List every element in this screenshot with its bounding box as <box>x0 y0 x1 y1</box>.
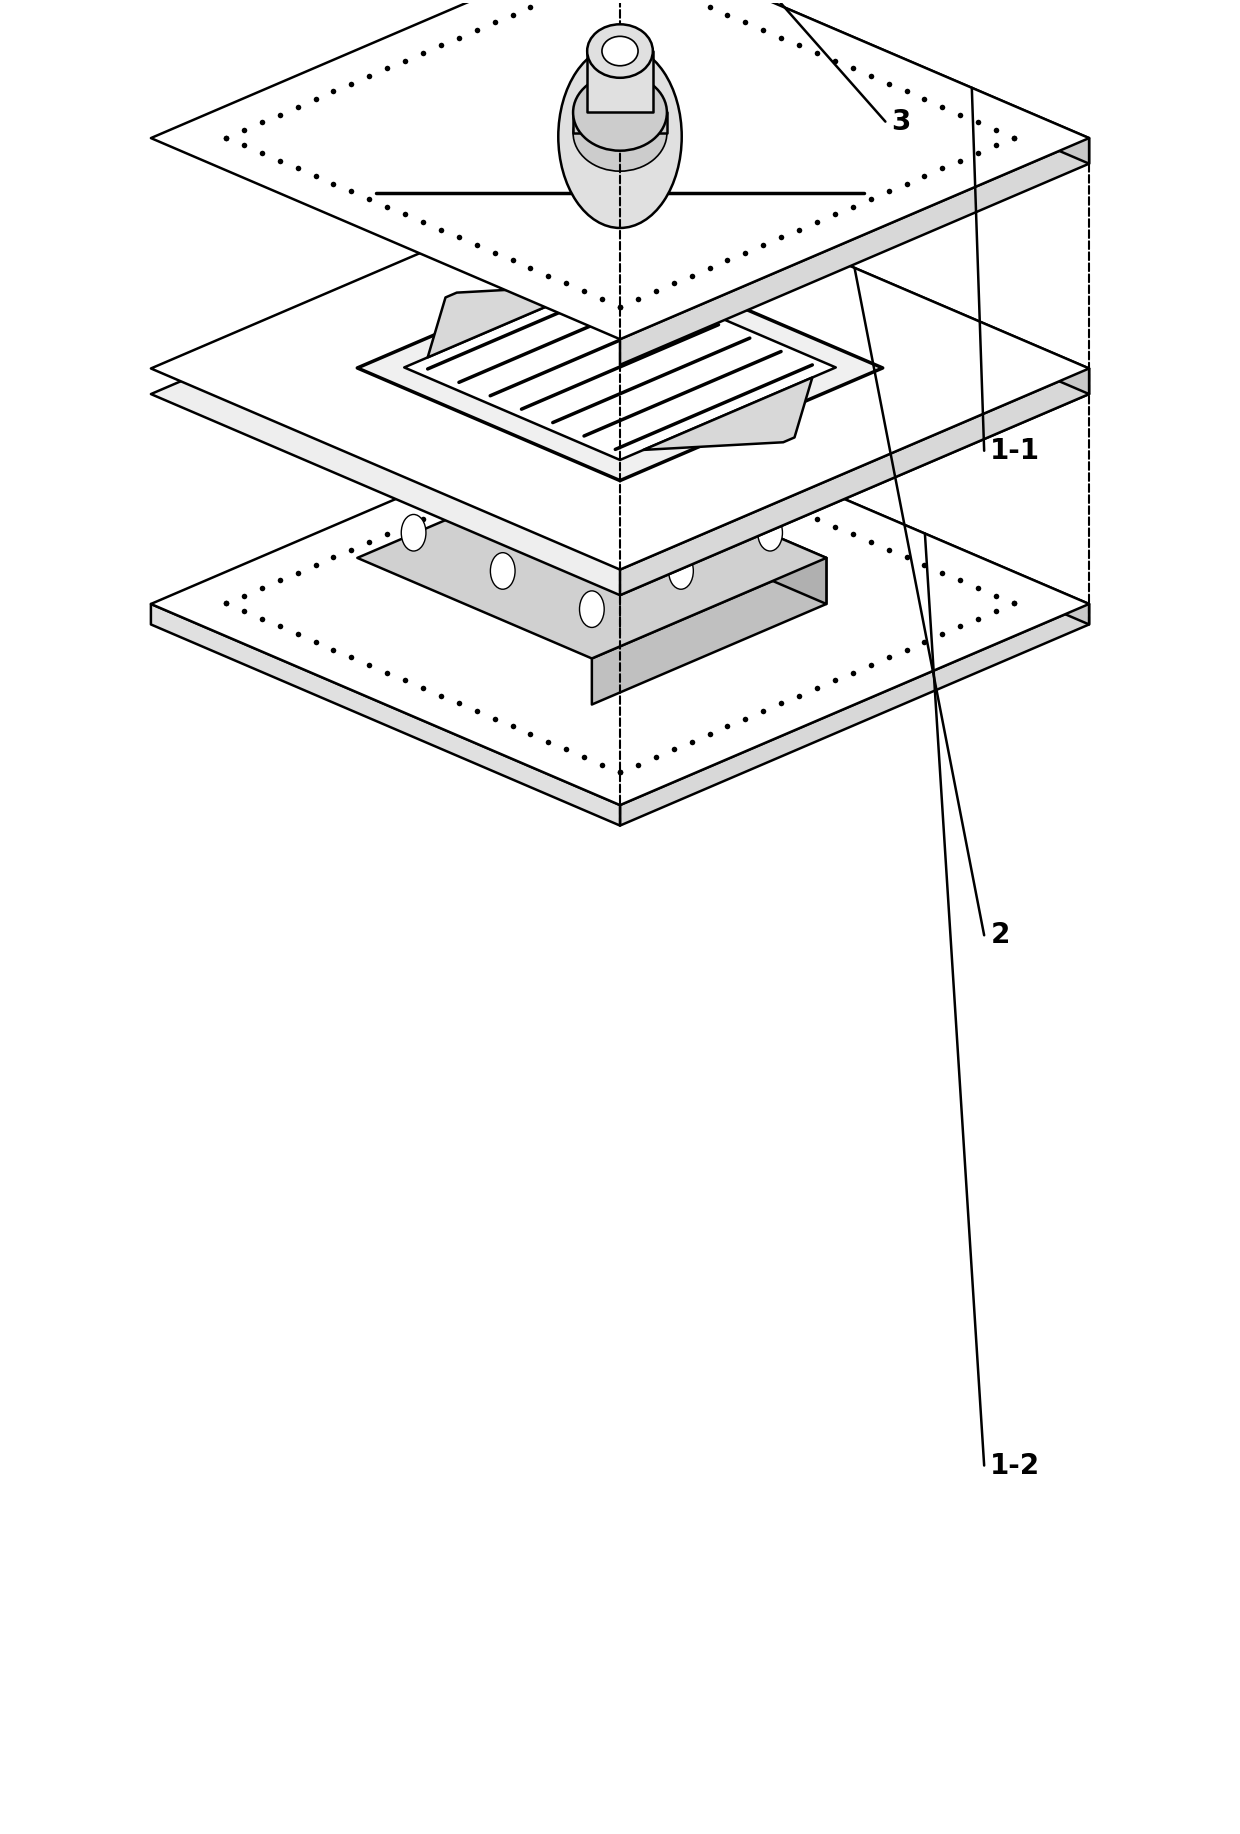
Polygon shape <box>620 138 1089 365</box>
Circle shape <box>668 552 693 589</box>
Ellipse shape <box>588 24 652 77</box>
Circle shape <box>573 70 667 207</box>
Polygon shape <box>620 369 1089 596</box>
Circle shape <box>668 477 693 514</box>
Polygon shape <box>357 457 826 658</box>
Polygon shape <box>591 558 826 704</box>
Polygon shape <box>357 255 883 481</box>
Text: 1-2: 1-2 <box>991 1451 1040 1480</box>
Polygon shape <box>620 403 1089 624</box>
Circle shape <box>558 46 682 227</box>
Circle shape <box>598 105 642 169</box>
Circle shape <box>579 515 604 550</box>
Circle shape <box>758 515 782 550</box>
Ellipse shape <box>573 73 667 150</box>
Polygon shape <box>151 167 1089 570</box>
Text: 3: 3 <box>892 108 911 136</box>
Polygon shape <box>151 0 1089 339</box>
Ellipse shape <box>588 86 652 139</box>
Circle shape <box>579 438 604 475</box>
Circle shape <box>490 552 515 589</box>
Polygon shape <box>573 112 667 132</box>
Circle shape <box>603 114 637 165</box>
Polygon shape <box>151 403 1089 805</box>
Text: 2: 2 <box>991 921 1009 950</box>
Polygon shape <box>404 275 836 460</box>
Ellipse shape <box>573 95 667 171</box>
Polygon shape <box>620 0 1089 163</box>
Text: 1-1: 1-1 <box>991 436 1040 464</box>
Polygon shape <box>620 167 1089 394</box>
Polygon shape <box>591 457 826 603</box>
Polygon shape <box>151 603 620 825</box>
Circle shape <box>579 591 604 627</box>
Ellipse shape <box>601 37 639 66</box>
Polygon shape <box>620 603 1089 825</box>
Polygon shape <box>644 378 812 449</box>
Polygon shape <box>588 51 652 112</box>
Polygon shape <box>428 284 596 358</box>
Circle shape <box>402 515 427 550</box>
Polygon shape <box>151 193 1089 596</box>
Circle shape <box>490 477 515 514</box>
